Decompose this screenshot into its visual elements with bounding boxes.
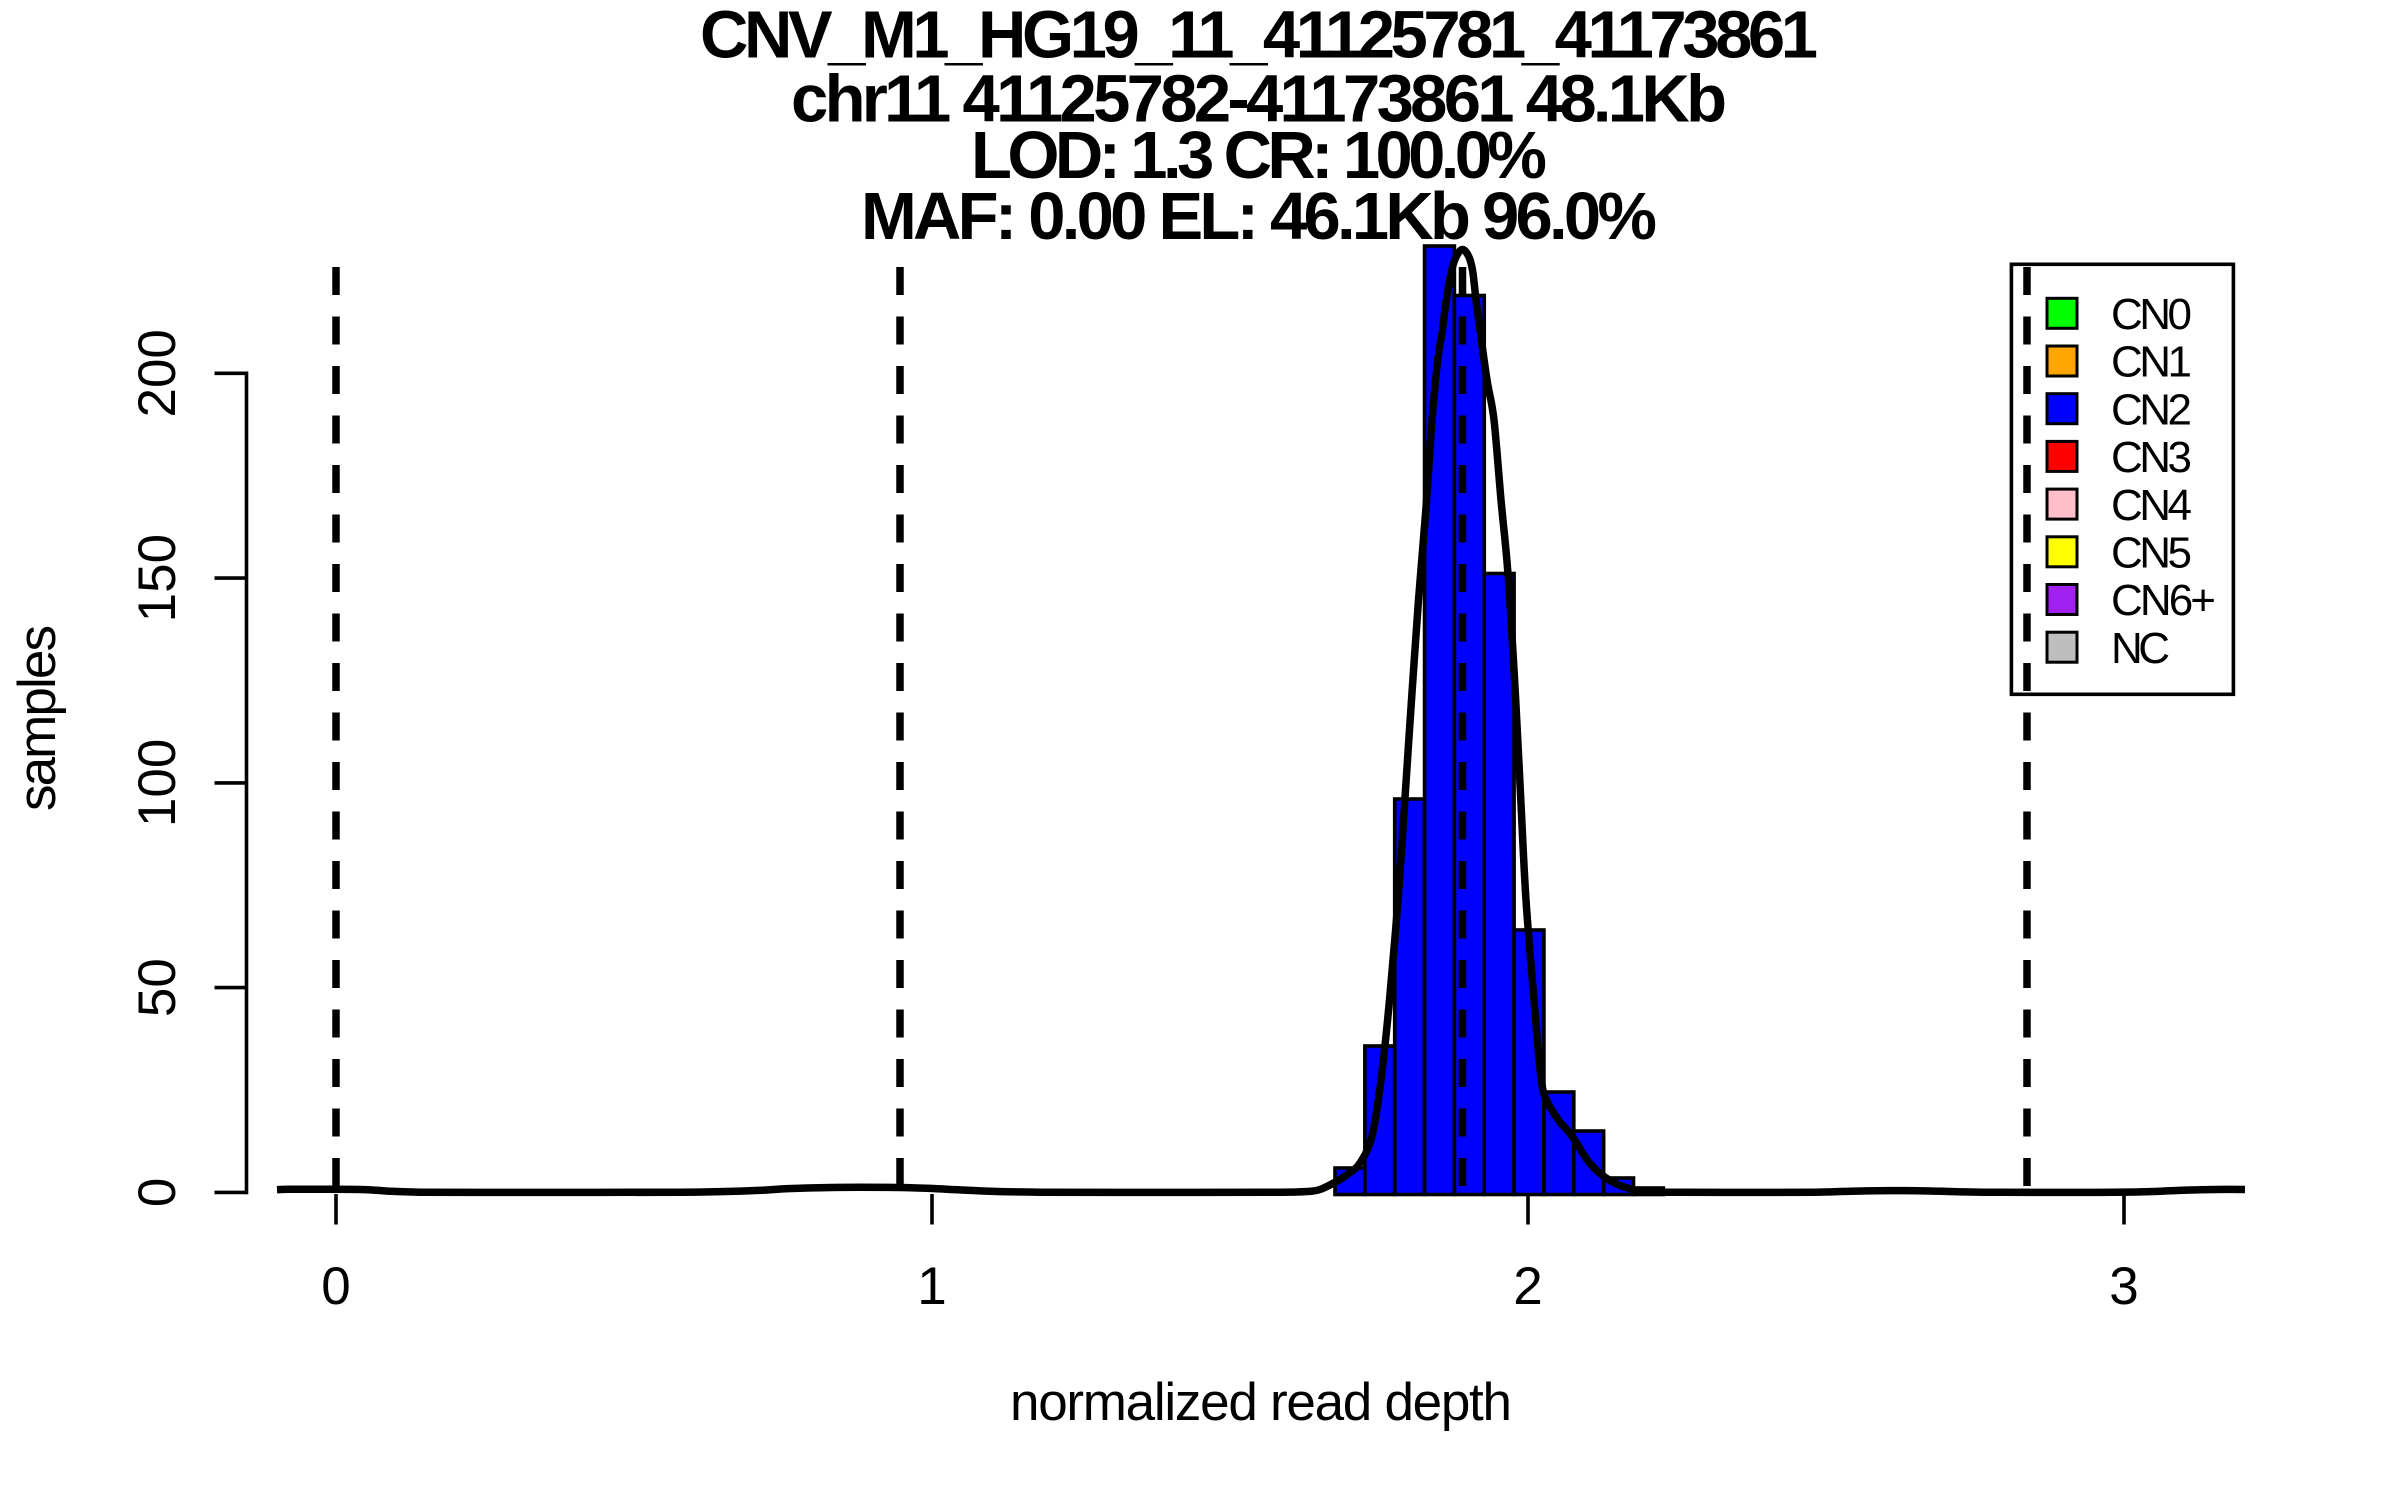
svg-text:1: 1 [917, 1257, 946, 1316]
svg-text:CN2: CN2 [2111, 385, 2192, 434]
svg-text:CN0: CN0 [2111, 290, 2192, 339]
svg-text:MAF: 0.00 EL: 46.1Kb 96.0%: MAF: 0.00 EL: 46.1Kb 96.0% [861, 179, 1657, 254]
svg-text:LOD: 1.3 CR: 100.0%: LOD: 1.3 CR: 100.0% [971, 118, 1547, 193]
svg-text:CN1: CN1 [2111, 338, 2192, 387]
svg-text:CNV_M1_HG19_11_41125781_411738: CNV_M1_HG19_11_41125781_41173861 [700, 0, 1818, 73]
svg-text:2: 2 [1513, 1257, 1542, 1316]
svg-text:150: 150 [128, 534, 187, 622]
svg-text:200: 200 [128, 329, 187, 417]
svg-text:0: 0 [128, 1178, 187, 1207]
svg-text:CN5: CN5 [2111, 529, 2192, 578]
svg-text:3: 3 [2109, 1257, 2138, 1316]
svg-text:NC: NC [2111, 624, 2170, 673]
svg-text:50: 50 [128, 958, 187, 1017]
svg-text:samples: samples [8, 625, 67, 811]
svg-text:CN3: CN3 [2111, 433, 2192, 482]
svg-text:normalized read depth: normalized read depth [1010, 1373, 1512, 1432]
svg-text:0: 0 [321, 1257, 350, 1316]
svg-text:chr11 41125782-41173861 48.1Kb: chr11 41125782-41173861 48.1Kb [791, 61, 1727, 136]
svg-text:CN4: CN4 [2111, 481, 2192, 530]
svg-text:100: 100 [128, 739, 187, 827]
svg-text:CN6+: CN6+ [2111, 576, 2216, 625]
